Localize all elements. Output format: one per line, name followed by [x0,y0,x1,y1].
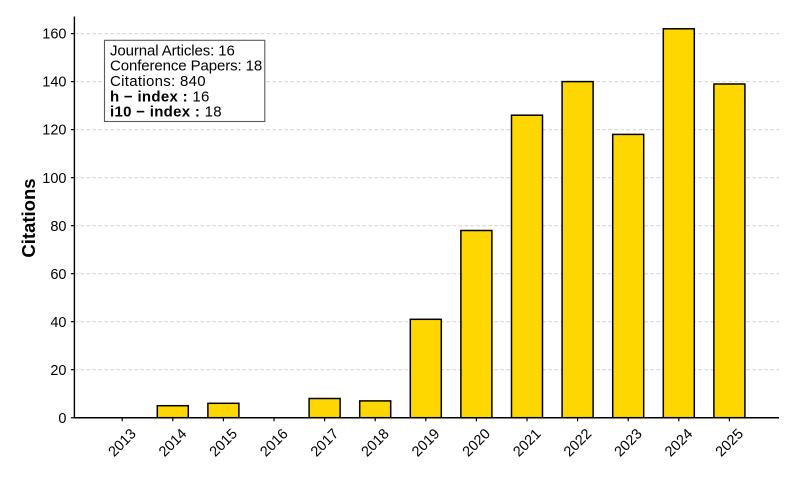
svg-text:Journal Articles: 16: Journal Articles: 16 [110,42,235,59]
svg-text:i10 − index : 18: i10 − index : 18 [110,103,222,120]
svg-text:120: 120 [42,123,66,139]
svg-text:100: 100 [42,171,66,187]
svg-text:80: 80 [50,219,66,235]
svg-text:140: 140 [42,75,66,91]
svg-text:Conference Papers: 18: Conference Papers: 18 [110,58,262,75]
svg-text:20: 20 [50,363,66,379]
svg-text:Citations: Citations [18,178,39,257]
svg-text:40: 40 [50,315,66,331]
svg-text:160: 160 [42,27,66,43]
svg-text:0: 0 [58,411,66,427]
svg-text:60: 60 [50,267,66,283]
svg-text:Citations: 840: Citations: 840 [110,73,206,90]
svg-text:h − index : 16: h − index : 16 [110,88,210,105]
